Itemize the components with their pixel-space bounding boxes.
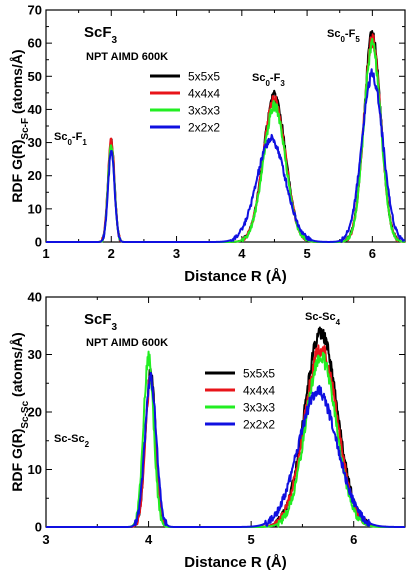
- x-tick-label: 6: [350, 532, 357, 547]
- x-tick-label: 3: [42, 532, 49, 547]
- y-tick-label: 50: [28, 69, 42, 84]
- x-axis-label: Distance R (Å): [184, 554, 287, 571]
- peak-annotation: Sc-Sc4: [305, 311, 341, 327]
- legend-label-3x3x3: 3x3x3: [188, 104, 220, 118]
- legend-label-3x3x3: 3x3x3: [243, 401, 275, 415]
- plot-frame: [45, 9, 406, 243]
- legend-label-5x5x5: 5x5x5: [243, 367, 275, 381]
- x-tick-label: 2: [108, 246, 115, 261]
- peak-annotation: Sc0-F5: [327, 28, 360, 44]
- x-tick-label: 5: [248, 532, 255, 547]
- legend-label-2x2x2: 2x2x2: [243, 418, 275, 432]
- chart-panel-2: 3 4 5 6 0 10 20 30 40 Distance R (Å) RDF G(R)Sc-Sc…: [9, 290, 406, 571]
- y-tick-label: 0: [35, 235, 42, 250]
- y-tick-label: 40: [28, 102, 42, 117]
- y-axis-label: RDF G(R)Sc-Sc (atoms/Å): [9, 332, 31, 491]
- compound-label: ScF3: [84, 311, 118, 333]
- y-axis-label-group: RDF G(R)Sc-F (atoms/Å): [9, 49, 31, 202]
- series-line-3x3x3: [45, 37, 406, 243]
- y-tick-label: 30: [28, 347, 42, 362]
- y-tick-label: 0: [35, 520, 42, 535]
- y-tick-label: 10: [28, 462, 42, 477]
- legend-label-4x4x4: 4x4x4: [243, 384, 275, 398]
- x-tick-label: 4: [238, 246, 246, 261]
- peak-annotation: Sc0-F3: [252, 72, 285, 88]
- y-tick-label: 20: [28, 405, 42, 420]
- legend-label-4x4x4: 4x4x4: [188, 87, 220, 101]
- x-tick-label: 1: [42, 246, 49, 261]
- legend-label-2x2x2: 2x2x2: [188, 121, 220, 135]
- x-tick-label: 6: [369, 246, 376, 261]
- x-tick-label: 4: [145, 532, 153, 547]
- simulation-label: NPT AIMD 600K: [86, 51, 168, 63]
- y-tick-label: 10: [28, 201, 42, 216]
- series-line-4x4x4: [45, 33, 406, 243]
- simulation-label: NPT AIMD 600K: [86, 337, 168, 349]
- peak-annotation: Sc0-F1: [54, 131, 87, 147]
- y-tick-label: 70: [28, 3, 42, 18]
- series-line-2x2x2: [45, 68, 406, 243]
- y-tick-label: 40: [28, 290, 42, 305]
- compound-label: ScF3: [84, 24, 118, 46]
- y-axis-label: RDF G(R)Sc-F (atoms/Å): [9, 49, 31, 202]
- y-tick-label: 20: [28, 168, 42, 183]
- legend-label-5x5x5: 5x5x5: [188, 70, 220, 84]
- series-line-2x2x2: [45, 371, 406, 528]
- peak-annotation: Sc-Sc2: [54, 433, 90, 449]
- x-tick-label: 5: [303, 246, 310, 261]
- x-tick-label: 3: [173, 246, 180, 261]
- y-tick-label: 30: [28, 135, 42, 150]
- y-axis-label-group: RDF G(R)Sc-Sc (atoms/Å): [9, 332, 31, 491]
- x-axis-label: Distance R (Å): [184, 268, 287, 285]
- y-tick-label: 60: [28, 36, 42, 51]
